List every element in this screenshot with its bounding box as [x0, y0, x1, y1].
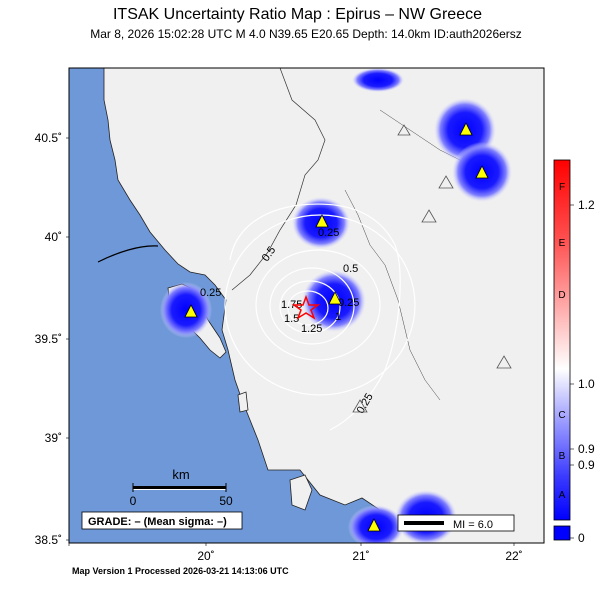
island-small — [237, 391, 249, 413]
event-info: Mar 8, 2026 15:02:28 UTC M 4.0 N39.65 E2… — [90, 27, 522, 41]
colorbar-letter: B — [559, 451, 566, 462]
island-lefkada — [289, 474, 313, 511]
contour-label: 1.5 — [284, 313, 299, 325]
mi-legend-text: MI = 6.0 — [453, 519, 493, 531]
triangle-icon — [184, 304, 198, 318]
colorbar-letter: C — [558, 410, 565, 421]
colorbar-letter: F — [559, 182, 565, 193]
triangle-icon — [438, 175, 454, 189]
map-title: ITSAK Uncertainty Ratio Map : Epirus – N… — [112, 6, 482, 23]
river — [344, 189, 441, 401]
contour-line — [279, 280, 341, 334]
triangle-icon — [328, 291, 342, 305]
scale-bar: km 0 50 — [130, 467, 233, 508]
lat-label: 38.5˚ — [35, 533, 62, 547]
contour-label: 0.5 — [343, 263, 358, 275]
colorbar — [553, 159, 571, 521]
contour-line — [287, 290, 329, 326]
contour-line — [269, 267, 355, 345]
heat-patch — [352, 68, 404, 92]
colorbar-value: 1.0 — [578, 377, 595, 391]
colorbar-letter: A — [559, 490, 566, 501]
lon-label: 21˚ — [352, 549, 369, 563]
triangle-icon — [315, 214, 329, 228]
triangle-icon — [421, 209, 437, 223]
colorbar-value: 0.9 — [578, 442, 595, 456]
contour-label: 0.25 — [318, 227, 339, 239]
lat-label: 39˚ — [45, 431, 62, 445]
footer-text: Map Version 1 Processed 2026-03-21 14:13… — [72, 566, 289, 576]
colorbar-value: 0 — [578, 531, 585, 545]
colorbar-ticks — [570, 204, 574, 539]
heat-patch — [160, 282, 212, 338]
contour-label: 0.25 — [338, 297, 359, 309]
grade-box — [81, 511, 243, 530]
triangle-icon — [367, 518, 381, 532]
scale-right: 50 — [219, 494, 233, 508]
triangle-icon — [475, 165, 489, 179]
fault-line — [97, 245, 159, 263]
star-icon — [291, 294, 321, 320]
lat-label: 39.5˚ — [35, 332, 62, 346]
lon-label: 22˚ — [505, 549, 522, 563]
triangle-icon — [397, 124, 411, 136]
contour-line — [255, 249, 381, 361]
mi-legend-box — [397, 514, 515, 532]
colorbar-letter: E — [559, 238, 566, 249]
river — [231, 68, 326, 291]
contour-label: 1 — [335, 311, 341, 323]
colorbar-value: 1.2 — [578, 198, 595, 212]
lon-label: 20˚ — [197, 549, 214, 563]
colorbar-value: 0.9 — [578, 458, 595, 472]
triangle-icon — [352, 399, 368, 413]
mi-legend-line — [404, 521, 444, 525]
grade-text: GRADE: – (Mean sigma: –) — [88, 516, 227, 528]
triangle-icon — [459, 122, 473, 136]
contour-label: 0.25 — [200, 287, 221, 299]
contour-label: 1.25 — [301, 323, 322, 335]
contour-line — [229, 203, 401, 431]
scale-left: 0 — [130, 494, 137, 508]
lat-label: 40.5˚ — [35, 131, 62, 145]
colorbar-letter: D — [558, 290, 565, 301]
colorbar-nan — [553, 525, 571, 541]
lat-label: 40˚ — [45, 230, 62, 244]
frame-ticks — [66, 68, 515, 546]
triangle-icon — [496, 355, 512, 369]
contour-line — [224, 214, 416, 396]
scale-unit: km — [172, 467, 189, 482]
